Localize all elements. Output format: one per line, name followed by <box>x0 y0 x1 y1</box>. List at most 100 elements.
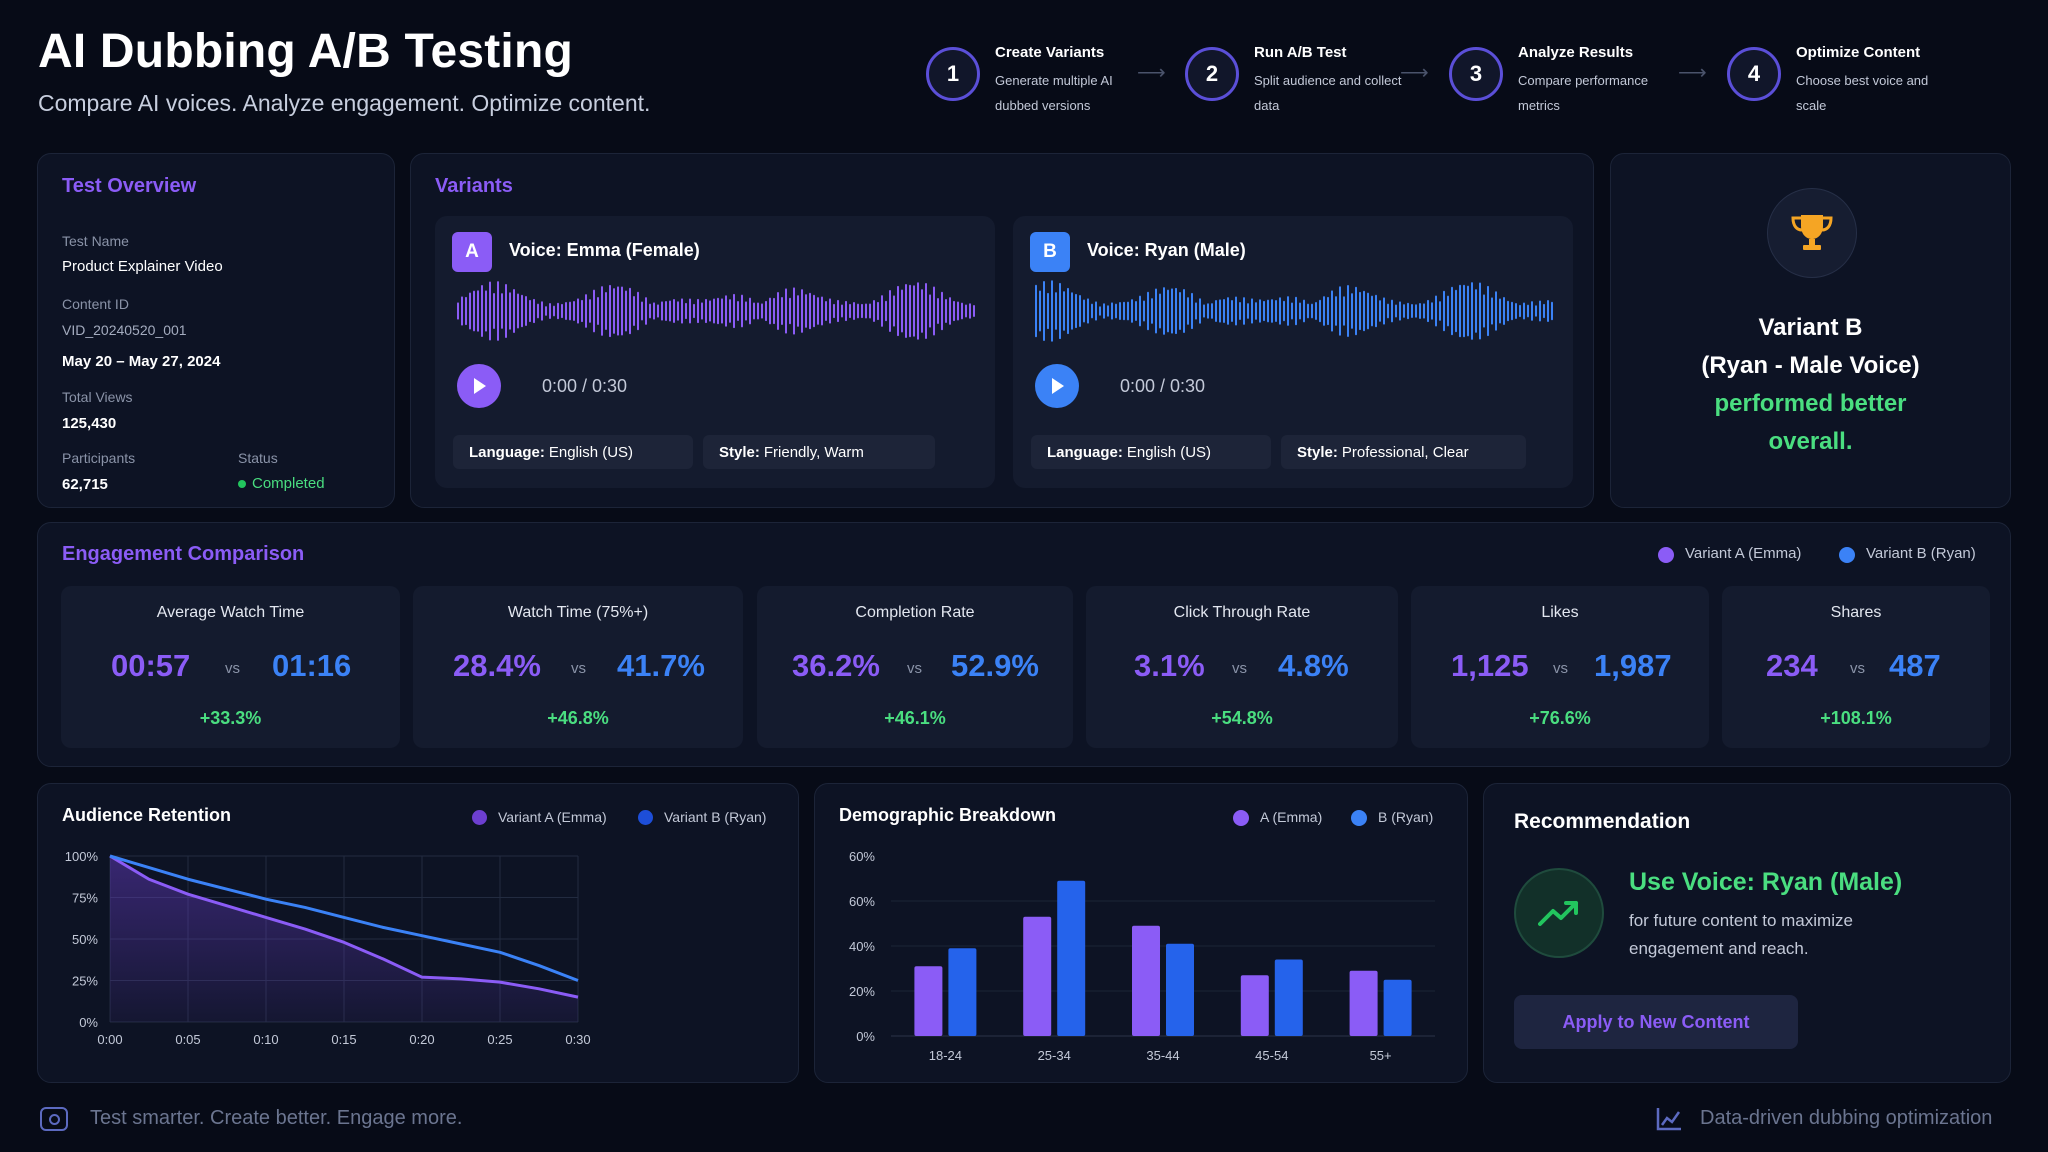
metric-value-a: 3.1% <box>1134 648 1205 683</box>
footer-tagline: Test smarter. Create better. Engage more… <box>90 1107 463 1129</box>
y-tick-label: 20% <box>849 984 875 999</box>
apply-to-new-content-button[interactable]: Apply to New Content <box>1514 995 1798 1049</box>
variants-title: Variants <box>435 175 513 197</box>
metric-vs: vs <box>571 660 586 677</box>
waveform-bar <box>669 300 671 322</box>
waveform-bar <box>677 301 679 321</box>
waveform-bar <box>1327 296 1329 326</box>
waveform-bar <box>633 296 635 326</box>
retention-legend-b-dot <box>638 810 653 825</box>
waveform-bar <box>1335 296 1337 326</box>
waveform-bar <box>1543 303 1545 319</box>
waveform-bar <box>1527 304 1529 318</box>
x-tick-label: 0:10 <box>253 1032 278 1047</box>
waveform-bar <box>873 299 875 323</box>
x-tick-label: 0:00 <box>97 1032 122 1047</box>
bar-variant-b <box>1166 943 1194 1036</box>
variant-a-language: Language: English (US) <box>453 435 693 469</box>
waveform-bar <box>1051 280 1053 342</box>
waveform-bar <box>457 302 459 320</box>
y-tick-label: 60% <box>849 894 875 909</box>
waveform-bar <box>737 301 739 321</box>
waveform-bar <box>1075 293 1077 329</box>
waveform-bar <box>849 303 851 319</box>
waveform-bar <box>1123 301 1125 321</box>
waveform-bar <box>673 298 675 324</box>
waveform-bars <box>1035 280 1553 342</box>
waveform-bar <box>973 304 975 318</box>
waveform-bar <box>749 297 751 325</box>
waveform-bar <box>533 298 535 324</box>
test-overview-title: Test Overview <box>62 175 197 197</box>
waveform-bar <box>1091 303 1093 319</box>
metric-delta: +54.8% <box>1211 708 1273 728</box>
footer-note: Data-driven dubbing optimization <box>1700 1107 1993 1129</box>
waveform-bar <box>1435 295 1437 327</box>
waveform-bar <box>781 297 783 325</box>
waveform-bar <box>625 290 627 332</box>
demographic-legend-a: A (Emma) <box>1260 809 1323 825</box>
waveform-bar <box>1523 302 1525 320</box>
variant-a-play-button[interactable] <box>457 364 501 408</box>
bar-variant-b <box>1274 959 1303 1036</box>
metric-card-avg-watch-time: Average Watch Time 00:57 vs 01:16 +33.3% <box>61 586 400 748</box>
waveform-bar <box>593 289 595 333</box>
waveform-bar <box>845 300 847 322</box>
legend-a-dot <box>1658 547 1674 563</box>
waveform-bar <box>1355 286 1357 336</box>
style-value: Professional, Clear <box>1341 443 1469 461</box>
trend-badge <box>1514 868 1604 958</box>
waveform-bar <box>833 303 835 319</box>
metric-vs: vs <box>1850 660 1865 677</box>
waveform-bar <box>757 302 759 320</box>
waveform-bar <box>681 298 683 324</box>
waveform-bar <box>1227 297 1229 325</box>
waveform-bar <box>693 303 695 319</box>
test-name-value: Product Explainer Video <box>62 258 223 275</box>
variants-panel: Variants A Voice: Emma (Female) 0:00 / 0… <box>410 153 1594 508</box>
bar-variant-b <box>948 948 977 1036</box>
play-icon <box>474 378 486 394</box>
recommendation-title: Recommendation <box>1514 810 1691 833</box>
waveform-bar <box>1171 288 1173 334</box>
waveform-bar <box>1447 295 1449 327</box>
waveform-bar <box>905 284 907 338</box>
waveform-bar <box>1519 304 1521 318</box>
y-tick-label: 0% <box>79 1015 98 1030</box>
waveform-bar <box>645 297 647 325</box>
waveform-bar <box>1351 293 1353 329</box>
waveform-bar <box>489 281 491 341</box>
metric-title: Shares <box>1830 604 1882 621</box>
waveform-bar <box>1547 299 1549 323</box>
bar-variant-a <box>1023 916 1052 1036</box>
y-tick-label: 60% <box>849 849 875 864</box>
variant-a-time: 0:00 / 0:30 <box>542 376 628 396</box>
waveform-bar <box>1531 301 1533 321</box>
waveform-bar <box>1331 290 1333 332</box>
waveform-bar <box>473 290 475 332</box>
variant-a-voice: Voice: Emma (Female) <box>509 240 700 260</box>
waveform-bar <box>877 301 879 321</box>
waveform-bar <box>1499 298 1501 324</box>
waveform-bar <box>1419 303 1421 319</box>
waveform-bar <box>597 296 599 326</box>
waveform-bar <box>485 290 487 332</box>
waveform-bar <box>705 298 707 324</box>
waveform-bar <box>1087 298 1089 324</box>
waveform-bar <box>1147 291 1149 331</box>
waveform-bar <box>537 303 539 319</box>
y-tick-label: 50% <box>72 932 98 947</box>
metric-vs: vs <box>1553 660 1568 677</box>
waveform-bar <box>761 303 763 319</box>
waveform-bar <box>1043 280 1045 342</box>
waveform-bar <box>1451 286 1453 336</box>
metric-card-shares: Shares 234 vs 487 +108.1% <box>1722 586 1990 748</box>
winner-result-line1: performed better <box>1714 390 1907 417</box>
waveform-bar <box>1247 303 1249 319</box>
metric-vs: vs <box>1232 660 1247 677</box>
variant-b-play-button[interactable] <box>1035 364 1079 408</box>
waveform-bar <box>497 281 499 341</box>
waveform-bar <box>1375 294 1377 328</box>
waveform-bar <box>1407 302 1409 320</box>
waveform-bar <box>773 297 775 325</box>
